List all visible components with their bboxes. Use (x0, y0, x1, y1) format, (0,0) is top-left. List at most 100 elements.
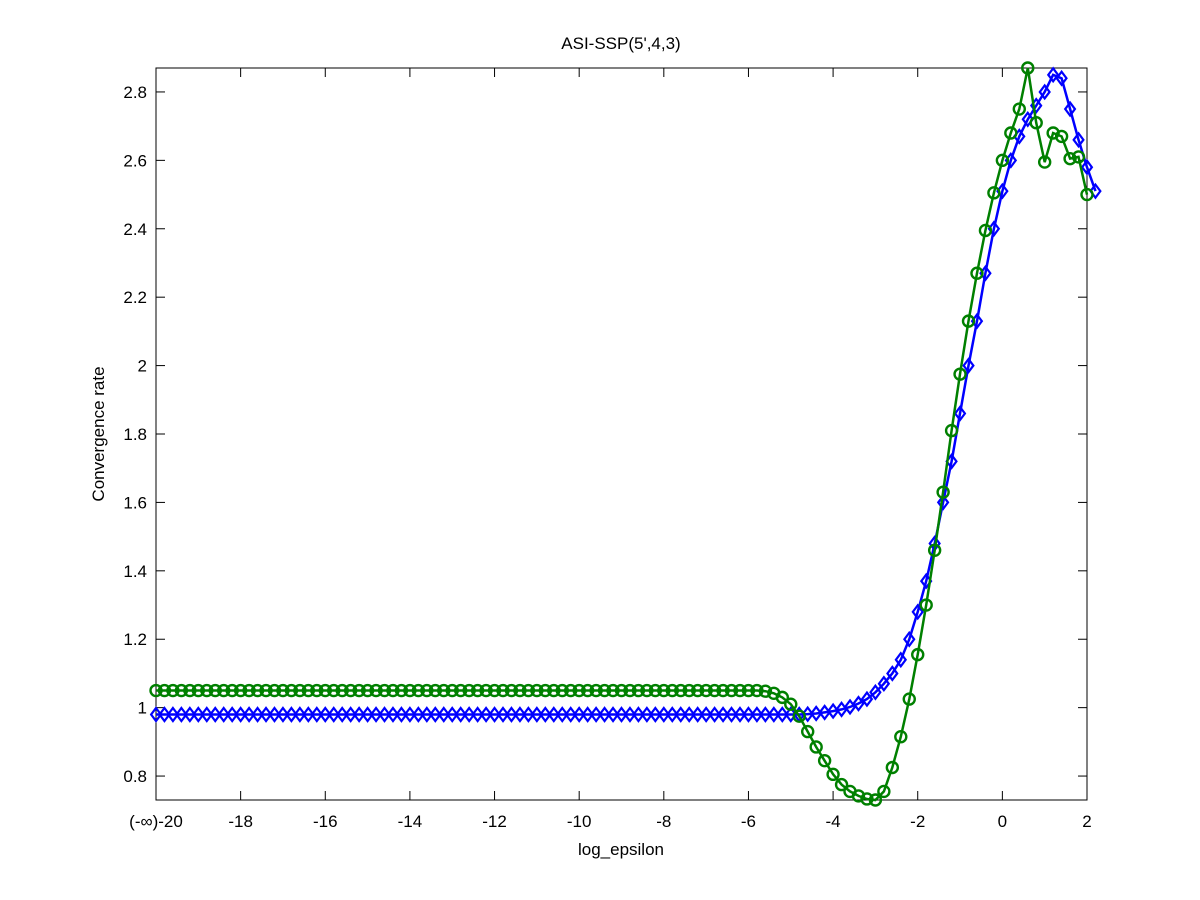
data-point (530, 706, 544, 723)
data-point (580, 683, 595, 698)
data-point (826, 767, 840, 782)
chart-title: ASI-SSP(5',4,3) (561, 34, 680, 53)
data-point (251, 706, 264, 723)
data-point (632, 706, 645, 723)
data-point (352, 683, 366, 698)
data-point (1037, 155, 1052, 169)
data-point (894, 651, 908, 669)
data-point (682, 683, 696, 698)
data-point (860, 690, 874, 708)
data-point (166, 683, 180, 698)
data-point (657, 683, 671, 698)
x-tick-label: -12 (482, 812, 507, 831)
data-point (1054, 129, 1069, 144)
data-point (953, 367, 967, 381)
data-point (521, 683, 536, 698)
plot-area (155, 67, 1088, 801)
data-point (767, 706, 781, 723)
data-point (877, 784, 891, 799)
data-point (886, 665, 899, 682)
data-point (335, 683, 349, 698)
data-point (522, 706, 535, 723)
data-point (1029, 116, 1043, 130)
data-point (453, 683, 468, 698)
data-point (581, 706, 594, 723)
data-point (657, 706, 671, 723)
data-point (877, 675, 891, 693)
data-point (598, 706, 611, 723)
data-point (606, 683, 620, 698)
data-point (623, 706, 637, 723)
data-point (411, 683, 426, 698)
data-point (970, 266, 984, 280)
data-point (445, 706, 459, 723)
y-tick-label: 2 (138, 357, 147, 376)
data-point (420, 683, 434, 698)
x-tick-label: -6 (741, 812, 756, 831)
data-point (293, 683, 307, 698)
data-point (479, 683, 493, 698)
data-point (682, 706, 696, 723)
data-point (962, 357, 975, 374)
data-point (276, 706, 290, 723)
data-point (496, 683, 510, 698)
data-point (1038, 83, 1051, 101)
data-point (454, 706, 467, 723)
data-point (327, 706, 340, 723)
data-point (547, 706, 561, 723)
data-point (556, 706, 569, 723)
data-point (564, 706, 577, 723)
data-point (936, 485, 950, 499)
data-point (792, 709, 806, 723)
data-point (208, 683, 222, 698)
data-point (649, 706, 662, 723)
data-point (420, 706, 434, 723)
data-point (369, 706, 383, 723)
data-point (919, 598, 933, 612)
data-point (961, 314, 976, 328)
data-point (302, 706, 315, 723)
data-point (699, 706, 713, 723)
data-point (233, 683, 248, 698)
data-point (564, 683, 578, 698)
data-point (724, 683, 739, 698)
x-tick-label: -10 (567, 812, 592, 831)
data-point (149, 683, 163, 698)
data-point (759, 706, 772, 723)
data-point (505, 706, 518, 723)
data-point (217, 683, 231, 698)
data-point (666, 706, 679, 723)
x-tick-label: -4 (826, 812, 841, 831)
data-point (1063, 151, 1077, 166)
data-point (742, 706, 755, 723)
data-point (936, 494, 950, 511)
data-point (1072, 131, 1085, 149)
data-point (869, 683, 882, 701)
data-point (412, 706, 425, 723)
data-point (225, 683, 239, 698)
data-point (158, 706, 171, 723)
data-point (183, 706, 197, 723)
data-point (352, 706, 366, 723)
data-point (225, 706, 239, 723)
data-point (987, 186, 1001, 200)
data-point (504, 683, 519, 698)
data-point (725, 706, 738, 723)
data-point (784, 697, 798, 711)
data-point (690, 683, 705, 698)
y-tick-label: 1.4 (123, 562, 147, 581)
data-point (944, 423, 959, 438)
data-point (1071, 150, 1086, 164)
data-point (285, 706, 298, 723)
data-point (1021, 61, 1035, 75)
data-point (995, 153, 1010, 168)
x-tick-label: 2 (1082, 812, 1091, 831)
data-point (555, 683, 569, 698)
data-point (471, 706, 484, 723)
data-point (911, 647, 925, 662)
data-point (310, 706, 324, 723)
data-point (750, 706, 764, 723)
data-point (741, 683, 756, 698)
y-tick-label: 2.6 (123, 151, 147, 170)
